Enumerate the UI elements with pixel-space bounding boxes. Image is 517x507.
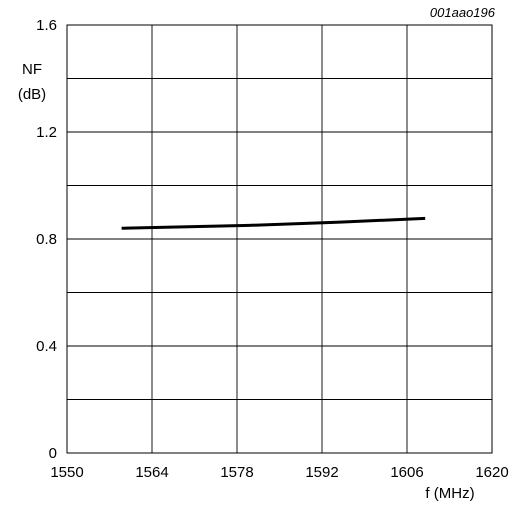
- x-tick-label-3: 1592: [305, 464, 338, 481]
- x-tick-label-1: 1564: [135, 464, 168, 481]
- y-tick-label-2: 0.8: [36, 231, 57, 248]
- x-tick-labels: 1550 1564 1578 1592 1606 1620: [50, 464, 508, 481]
- x-axis-label: f (MHz): [425, 485, 474, 502]
- y-axis-label-line-1: NF: [22, 61, 42, 78]
- x-tick-label-4: 1606: [390, 464, 423, 481]
- x-tick-label-2: 1578: [220, 464, 253, 481]
- y-tick-labels: 0 0.4 0.8 1.2 1.6: [36, 17, 57, 462]
- y-tick-label-1: 0.4: [36, 338, 57, 355]
- series-line-0: [121, 216, 426, 230]
- series-layer: [121, 216, 426, 230]
- y-axis-label-line-2: (dB): [18, 86, 46, 103]
- y-tick-label-3: 1.2: [36, 124, 57, 141]
- x-tick-label-5: 1620: [475, 464, 508, 481]
- figure-id-label: 001aao196: [430, 5, 496, 20]
- y-tick-label-4: 1.6: [36, 17, 57, 34]
- y-tick-label-0: 0: [49, 445, 57, 462]
- plot-frame: [66, 24, 493, 454]
- grid-lines: [66, 24, 493, 454]
- x-tick-label-0: 1550: [50, 464, 83, 481]
